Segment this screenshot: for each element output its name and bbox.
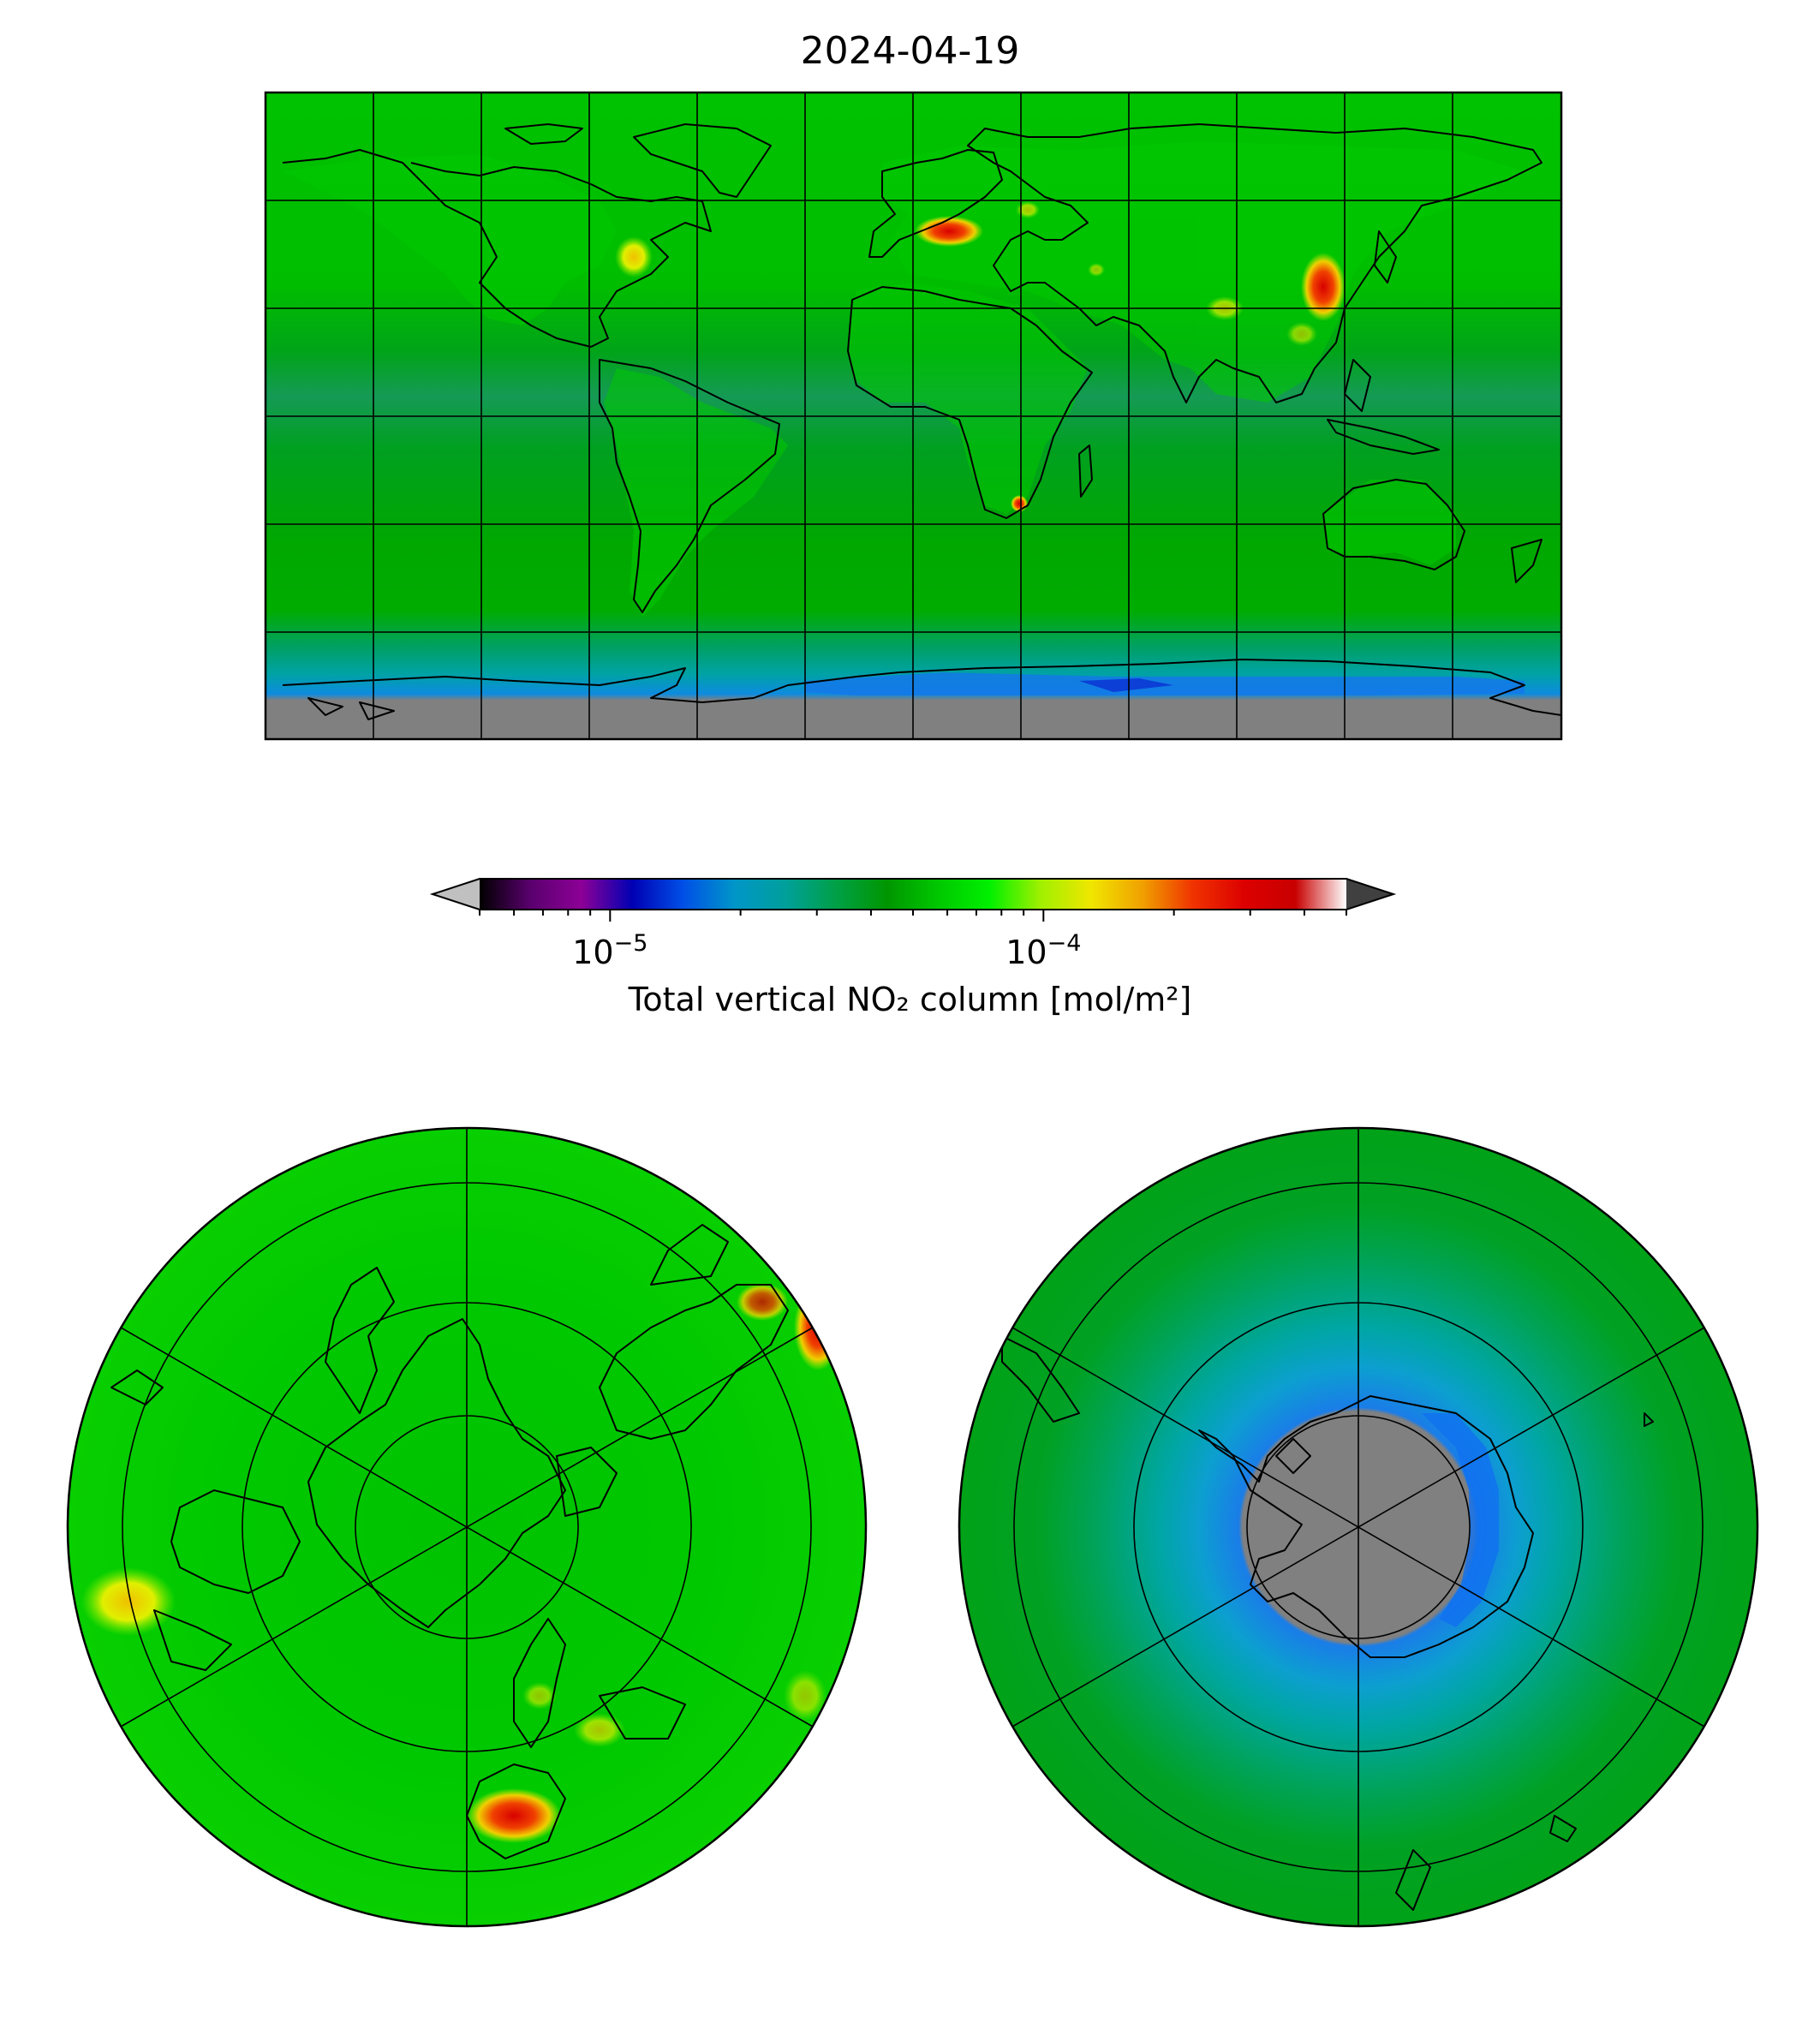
hotspot-north-moscow — [574, 1713, 625, 1747]
colorbar-gradient — [480, 879, 1346, 910]
hotspot-north-asia — [784, 1670, 826, 1722]
figure-title: 2024-04-19 — [800, 29, 1020, 73]
south-polar-map — [958, 1126, 1759, 1928]
hotspot-north-scandinavia — [522, 1682, 557, 1710]
colorbar-tick-label-1e-4: 10−4 — [1005, 930, 1082, 971]
south-blue-arc — [1422, 1413, 1499, 1627]
colorbar-over-arrow — [1346, 879, 1393, 910]
hotspot-europe — [915, 216, 983, 247]
global-coastlines — [282, 123, 1561, 720]
north-coastlines — [110, 1224, 789, 1859]
hotspot-north-korea-japan — [737, 1283, 788, 1321]
hotspot-south-china — [1286, 322, 1317, 346]
south-gridlines — [1011, 1128, 1705, 1926]
south-polar-frame — [958, 1126, 1759, 1928]
colorbar-label: Total vertical NO₂ column [mol/m²] — [628, 981, 1192, 1018]
global-map — [264, 91, 1563, 741]
hotspot-north-east-china — [794, 1285, 842, 1370]
north-polar-map — [66, 1126, 868, 1928]
colorbar-tick-label-1e-5: 10−5 — [572, 930, 648, 971]
global-map-features — [282, 123, 1561, 720]
global-map-frame — [264, 91, 1563, 741]
north-polar-frame — [66, 1126, 868, 1928]
south-coastlines — [1001, 1335, 1654, 1911]
south-polar-features — [1001, 1335, 1654, 1911]
antarctic-dark-blue — [1079, 678, 1173, 692]
hotspot-east-china — [1301, 253, 1346, 321]
land-fill — [283, 141, 1525, 617]
hotspot-us-northeast — [615, 236, 653, 277]
colorbar-under-arrow — [433, 879, 480, 910]
colorbar-ticks — [479, 910, 1347, 922]
hotspot-north-us — [81, 1567, 176, 1636]
hotspot-middle-east — [1088, 263, 1105, 277]
hotspot-north-europe — [467, 1788, 561, 1843]
hotspot-eastern-europe — [1016, 201, 1040, 218]
north-gridlines — [120, 1128, 814, 1926]
colorbar — [429, 878, 1397, 922]
global-gridlines — [266, 92, 1561, 739]
